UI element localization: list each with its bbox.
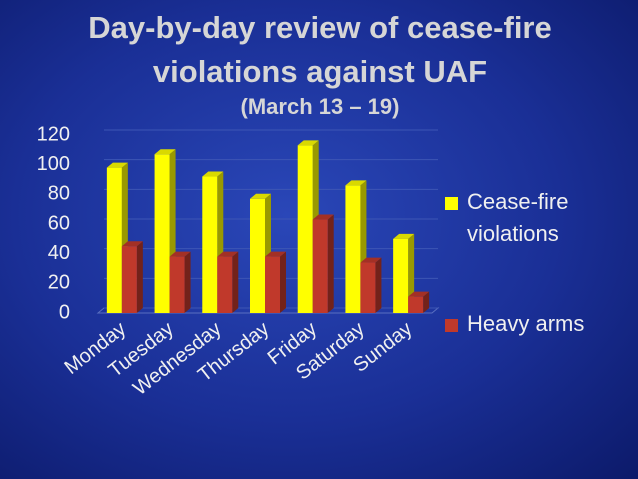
- bar-top: [265, 251, 286, 257]
- bar-side: [232, 251, 239, 313]
- y-tick-label: 40: [48, 242, 70, 264]
- bar: [121, 246, 137, 313]
- legend-swatch: [445, 319, 458, 332]
- bar: [345, 185, 361, 313]
- bar-top: [169, 251, 191, 257]
- y-tick-label: 20: [48, 272, 70, 294]
- bar-side: [184, 251, 191, 313]
- bar-top: [154, 149, 176, 155]
- bar: [202, 176, 218, 313]
- bar: [217, 256, 233, 313]
- bar-side: [423, 291, 430, 313]
- bar-side: [375, 257, 382, 313]
- bar: [408, 296, 424, 313]
- chart-title: Day-by-day review of cease-fire violatio…: [88, 10, 552, 89]
- bar-side: [327, 214, 334, 313]
- bar-top: [408, 291, 430, 297]
- bar-top: [106, 162, 128, 168]
- bar-side: [280, 251, 286, 313]
- bar: [250, 198, 265, 313]
- legend-swatch: [445, 197, 458, 210]
- bar: [154, 154, 170, 313]
- y-tick-label: 120: [37, 123, 70, 145]
- bar: [393, 238, 409, 313]
- bar: [169, 256, 185, 313]
- bar-top: [393, 233, 415, 239]
- bar-top: [360, 257, 382, 263]
- bar-top: [202, 171, 224, 177]
- bar-top: [312, 214, 334, 220]
- bar-top: [345, 180, 367, 186]
- legend-label: Heavy arms: [467, 311, 585, 336]
- bar-top: [121, 241, 143, 247]
- bar: [265, 256, 280, 313]
- y-tick-label: 0: [59, 301, 70, 323]
- bar: [297, 145, 313, 313]
- bar-top: [217, 251, 239, 257]
- bar-top: [297, 140, 319, 146]
- y-tick-label: 80: [48, 183, 70, 205]
- legend-item: Cease-fire violations: [445, 186, 615, 250]
- y-tick-label: 100: [37, 153, 70, 175]
- bar-side: [136, 241, 143, 313]
- bar: [360, 262, 376, 313]
- bar: [312, 219, 328, 313]
- bar: [106, 167, 122, 313]
- bar-top: [250, 193, 271, 199]
- chart-subtitle: (March 13 – 19): [240, 94, 400, 119]
- legend-item: Heavy arms: [445, 308, 615, 340]
- legend-label: Cease-fire violations: [467, 189, 569, 246]
- y-tick-label: 60: [48, 212, 70, 234]
